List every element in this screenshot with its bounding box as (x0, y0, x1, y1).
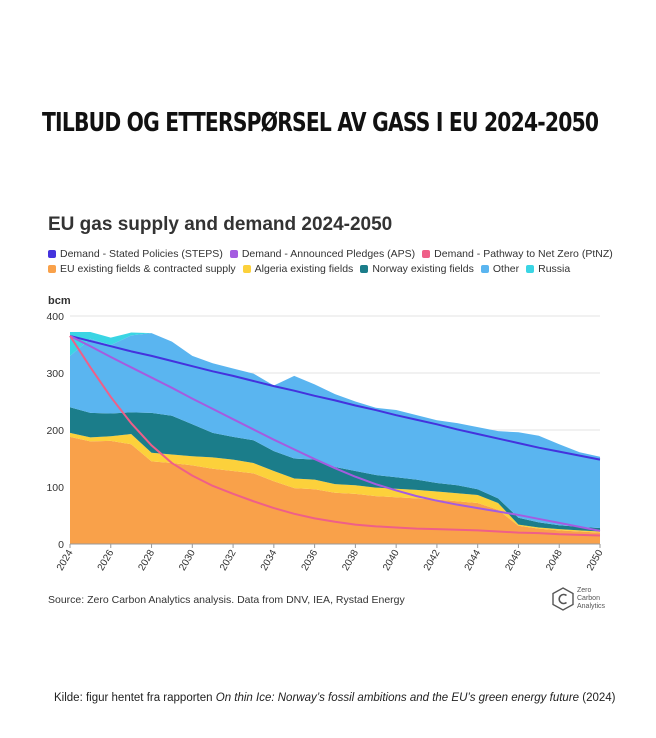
y-tick-label-300: 300 (46, 368, 64, 380)
brand-line-3: Analytics (577, 603, 606, 610)
hexagon-c-icon (552, 587, 574, 611)
legend-item-eu[interactable]: EU existing fields & contracted supply (48, 263, 236, 275)
legend-swatch-norway (360, 265, 369, 273)
legend-row-supply: EU existing fields & contracted supply A… (48, 263, 628, 275)
legend-swatch-algeria (242, 265, 251, 273)
legend-swatch-aps (229, 250, 238, 258)
legend-label-steps: Demand - Stated Policies (STEPS) (60, 248, 223, 260)
x-tick-label-2032: 2032 (218, 548, 239, 573)
brand-line-2: Carbon (577, 595, 600, 602)
legend-row-demand: Demand - Stated Policies (STEPS) Demand … (48, 248, 628, 260)
source-note: Source: Zero Carbon Analytics analysis. … (48, 594, 405, 606)
demand-lines (69, 334, 601, 537)
x-tick-label-2028: 2028 (136, 548, 157, 573)
chart-plot: 0 100 200 300 400 2024 2026 2028 2030 2032 2034 203… (46, 311, 606, 573)
x-tick-label-2042: 2042 (422, 548, 443, 573)
x-tick-label-2050: 2050 (585, 548, 606, 573)
x-tick-label-2044: 2044 (463, 548, 484, 573)
legend-item-steps[interactable]: Demand - Stated Policies (STEPS) (48, 248, 223, 260)
legend-item-aps[interactable]: Demand - Announced Pledges (APS) (229, 248, 416, 260)
x-tick-label-2048: 2048 (544, 548, 565, 573)
legend-label-aps: Demand - Announced Pledges (APS) (241, 248, 416, 260)
caption-suffix: (2024) (579, 692, 616, 704)
legend-label-russia: Russia (538, 263, 571, 275)
x-tick-label-2026: 2026 (96, 548, 117, 573)
legend-swatch-eu (48, 265, 56, 273)
legend-item-norway[interactable]: Norway existing fields (360, 263, 474, 275)
line-ptnz (69, 335, 601, 537)
legend-swatch-steps (48, 250, 56, 258)
legend-item-russia[interactable]: Russia (526, 263, 570, 275)
x-tick-label-2040: 2040 (381, 548, 402, 573)
legend-label-norway: Norway existing fields (372, 263, 474, 275)
legend-label-eu: EU existing fields & contracted supply (60, 263, 236, 275)
y-tick-label-200: 200 (46, 425, 64, 437)
legend-swatch-other (480, 265, 489, 273)
legend-item-ptnz[interactable]: Demand - Pathway to Net Zero (PtNZ) (422, 248, 613, 260)
figure-caption: Kilde: figur hentet fra rapporten On thi… (54, 692, 615, 704)
chart-legend: Demand - Stated Policies (STEPS) Demand … (48, 248, 628, 278)
area-other (70, 333, 600, 529)
legend-item-other[interactable]: Other (480, 263, 520, 275)
caption-report-title: On thin Ice: Norway’s fossil ambitions a… (215, 692, 580, 704)
y-tick-label-400: 400 (46, 311, 64, 323)
line-aps (69, 335, 601, 532)
caption-prefix: Kilde: figur hentet fra rapporten (54, 692, 216, 704)
legend-label-ptnz: Demand - Pathway to Net Zero (PtNZ) (434, 248, 613, 260)
y-tick-label-100: 100 (46, 482, 64, 494)
stacked-areas (70, 331, 600, 544)
legend-item-algeria[interactable]: Algeria existing fields (242, 263, 354, 275)
area-eu (70, 436, 600, 544)
legend-label-algeria: Algeria existing fields (254, 263, 354, 275)
chart-title: EU gas supply and demand 2024-2050 (48, 214, 393, 235)
page-heading: TILBUD OG ETTERSPØRSEL AV GASS I EU 2024… (42, 108, 599, 138)
brand-text: Zero Carbon Analytics (577, 587, 605, 611)
x-tick-label-2036: 2036 (300, 548, 321, 573)
x-tick-label-2038: 2038 (340, 548, 361, 573)
x-tick-label-2030: 2030 (177, 548, 198, 573)
area-algeria (70, 432, 600, 533)
legend-swatch-ptnz (422, 250, 431, 258)
x-tick-label-2034: 2034 (259, 548, 280, 573)
brand-line-1: Zero (577, 587, 592, 594)
y-tick-label-0: 0 (58, 539, 64, 551)
x-tick-label-2024: 2024 (55, 548, 76, 573)
legend-swatch-russia (526, 265, 535, 273)
x-tick-label-2046: 2046 (503, 548, 524, 573)
y-axis-unit-label: bcm (48, 295, 71, 307)
zero-carbon-analytics-logo: Zero Carbon Analytics (552, 587, 605, 611)
line-steps (69, 334, 601, 461)
legend-label-other: Other (492, 263, 520, 275)
area-norway (70, 407, 600, 532)
